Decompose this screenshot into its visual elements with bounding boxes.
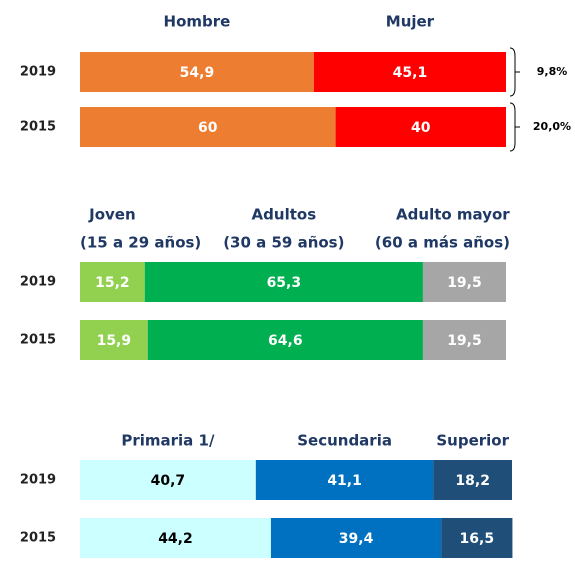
bar-segment (433, 460, 512, 500)
data-label: 64,6 (268, 333, 303, 349)
bar-segment (144, 262, 423, 302)
legend-label: Hombre (164, 13, 231, 31)
legend-label: (60 a más años) (375, 234, 510, 252)
data-label: 41,1 (327, 473, 362, 489)
bar-segment (441, 518, 513, 558)
data-label: 15,9 (97, 333, 132, 349)
y-tick-label: 2015 (20, 531, 56, 546)
data-label: 18,2 (455, 473, 490, 489)
y-tick-label: 2015 (20, 333, 56, 348)
y-tick-label: 2015 (20, 120, 56, 135)
bar-segment (270, 518, 442, 558)
annotation: 9,8% (537, 65, 568, 78)
data-label: 44,2 (158, 531, 193, 547)
data-label: 40 (411, 120, 431, 136)
legend-label: Primaria 1/ (121, 432, 215, 450)
bracket (509, 47, 516, 97)
bar-segment (422, 320, 506, 360)
y-tick-label: 2019 (20, 473, 56, 488)
bar-segment (422, 262, 506, 302)
bar-segment (80, 320, 148, 360)
bar-segment (80, 262, 145, 302)
legend-label: Adultos (252, 206, 317, 224)
legend-label: Mujer (386, 13, 435, 31)
bracket (509, 102, 516, 152)
legend-label: Joven (88, 206, 136, 224)
data-label: 60 (198, 120, 218, 136)
data-label: 16,5 (460, 531, 495, 547)
data-label: 19,5 (447, 275, 482, 291)
bar-segment (147, 320, 423, 360)
legend-label: (15 a 29 años) (80, 234, 201, 252)
y-tick-label: 2019 (20, 275, 56, 290)
data-label: 45,1 (393, 65, 428, 81)
bar-segment (313, 52, 506, 92)
annotation: 20,0% (533, 120, 571, 133)
data-label: 65,3 (267, 275, 302, 291)
data-label: 19,5 (447, 333, 482, 349)
bar-segment (80, 52, 314, 92)
legend-label: (30 a 59 años) (223, 234, 344, 252)
bar-segment (255, 460, 434, 500)
bar-segment (80, 107, 336, 147)
legend-label: Adulto mayor (396, 206, 510, 224)
legend-label: Secundaria (297, 432, 392, 450)
data-label: 39,4 (339, 531, 374, 547)
data-label: 40,7 (151, 473, 186, 489)
bar-segment (80, 460, 256, 500)
y-tick-label: 2019 (20, 65, 56, 80)
data-label: 54,9 (180, 65, 215, 81)
legend-label: Superior (436, 432, 509, 450)
bar-segment (80, 518, 271, 558)
bar-segment (335, 107, 506, 147)
data-label: 15,2 (95, 275, 130, 291)
